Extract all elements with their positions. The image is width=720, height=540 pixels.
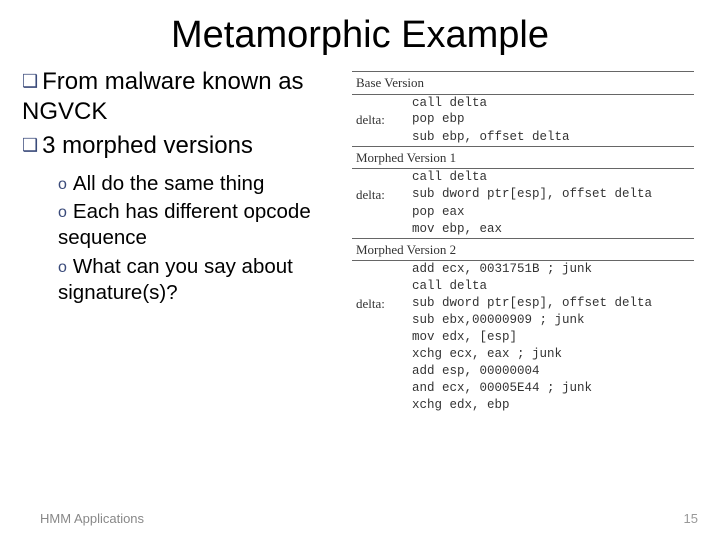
code-row: delta:sub dword ptr[esp], offset delta bbox=[352, 295, 694, 313]
sub-bullet-list: oAll do the same thing oEach has differe… bbox=[22, 165, 352, 306]
row-label: delta: bbox=[352, 186, 408, 204]
code-row: xchg edx, ebp bbox=[352, 397, 694, 414]
slide-title: Metamorphic Example bbox=[0, 0, 720, 67]
row-label bbox=[352, 346, 408, 363]
bullet-text: What can you say about signature(s)? bbox=[58, 255, 293, 304]
code-table-column: Base Version call delta delta:pop ebp su… bbox=[352, 67, 694, 414]
sub-bullet: oWhat can you say about signature(s)? bbox=[58, 254, 352, 306]
section-header-row: Base Version bbox=[352, 72, 694, 95]
row-code: xchg ecx, eax ; junk bbox=[408, 346, 694, 363]
code-row: delta:sub dword ptr[esp], offset delta bbox=[352, 186, 694, 204]
circle-bullet-icon: o bbox=[58, 259, 67, 276]
row-label bbox=[352, 380, 408, 397]
row-code: sub dword ptr[esp], offset delta bbox=[408, 186, 694, 204]
code-row: and ecx, 00005E44 ; junk bbox=[352, 380, 694, 397]
row-label bbox=[352, 204, 408, 221]
footer-text: HMM Applications bbox=[40, 511, 144, 526]
square-bullet-icon: ❑ bbox=[22, 71, 38, 91]
row-code: pop eax bbox=[408, 204, 694, 221]
row-label bbox=[352, 397, 408, 414]
sub-bullet: oEach has different opcode sequence bbox=[58, 199, 352, 251]
row-label bbox=[352, 261, 408, 278]
row-code: add ecx, 0031751B ; junk bbox=[408, 261, 694, 278]
code-table: Base Version call delta delta:pop ebp su… bbox=[352, 71, 694, 414]
bullet-column: ❑From malware known as NGVCK ❑3 morphed … bbox=[22, 67, 352, 414]
circle-bullet-icon: o bbox=[58, 176, 67, 193]
row-code: call delta bbox=[408, 169, 694, 186]
code-row: call delta bbox=[352, 94, 694, 111]
section-header-row: Morphed Version 2 bbox=[352, 238, 694, 261]
row-label bbox=[352, 221, 408, 238]
code-row: call delta bbox=[352, 278, 694, 295]
row-code: sub ebx,00000909 ; junk bbox=[408, 312, 694, 329]
row-code: mov ebp, eax bbox=[408, 221, 694, 238]
section-header: Base Version bbox=[352, 72, 694, 95]
row-label bbox=[352, 363, 408, 380]
section-header: Morphed Version 2 bbox=[352, 238, 694, 261]
row-code: call delta bbox=[408, 94, 694, 111]
page-number: 15 bbox=[684, 511, 698, 526]
row-label bbox=[352, 312, 408, 329]
row-label: delta: bbox=[352, 111, 408, 129]
code-row: call delta bbox=[352, 169, 694, 186]
row-code: sub dword ptr[esp], offset delta bbox=[408, 295, 694, 313]
content-row: ❑From malware known as NGVCK ❑3 morphed … bbox=[0, 67, 720, 414]
bullet-text: Each has different opcode sequence bbox=[58, 200, 311, 249]
bullet-text: From malware known as NGVCK bbox=[22, 68, 304, 125]
code-row: mov edx, [esp] bbox=[352, 329, 694, 346]
main-bullet: ❑3 morphed versions bbox=[22, 131, 352, 161]
row-label: delta: bbox=[352, 295, 408, 313]
row-label bbox=[352, 129, 408, 146]
section-header: Morphed Version 1 bbox=[352, 146, 694, 169]
row-label bbox=[352, 94, 408, 111]
main-bullet: ❑From malware known as NGVCK bbox=[22, 67, 352, 127]
section-header-row: Morphed Version 1 bbox=[352, 146, 694, 169]
row-code: mov edx, [esp] bbox=[408, 329, 694, 346]
row-code: call delta bbox=[408, 278, 694, 295]
code-row: delta:pop ebp bbox=[352, 111, 694, 129]
row-code: xchg edx, ebp bbox=[408, 397, 694, 414]
code-row: sub ebp, offset delta bbox=[352, 129, 694, 146]
bullet-text: 3 morphed versions bbox=[42, 132, 253, 159]
code-row: sub ebx,00000909 ; junk bbox=[352, 312, 694, 329]
row-label bbox=[352, 169, 408, 186]
circle-bullet-icon: o bbox=[58, 204, 67, 221]
code-row: pop eax bbox=[352, 204, 694, 221]
row-label bbox=[352, 278, 408, 295]
code-row: add esp, 00000004 bbox=[352, 363, 694, 380]
code-row: xchg ecx, eax ; junk bbox=[352, 346, 694, 363]
row-code: add esp, 00000004 bbox=[408, 363, 694, 380]
row-code: pop ebp bbox=[408, 111, 694, 129]
sub-bullet: o All do the same thing bbox=[58, 171, 352, 197]
row-code: sub ebp, offset delta bbox=[408, 129, 694, 146]
row-label bbox=[352, 329, 408, 346]
code-row: add ecx, 0031751B ; junk bbox=[352, 261, 694, 278]
row-code: and ecx, 00005E44 ; junk bbox=[408, 380, 694, 397]
bullet-text: All do the same thing bbox=[73, 172, 264, 195]
code-row: mov ebp, eax bbox=[352, 221, 694, 238]
square-bullet-icon: ❑ bbox=[22, 135, 38, 155]
